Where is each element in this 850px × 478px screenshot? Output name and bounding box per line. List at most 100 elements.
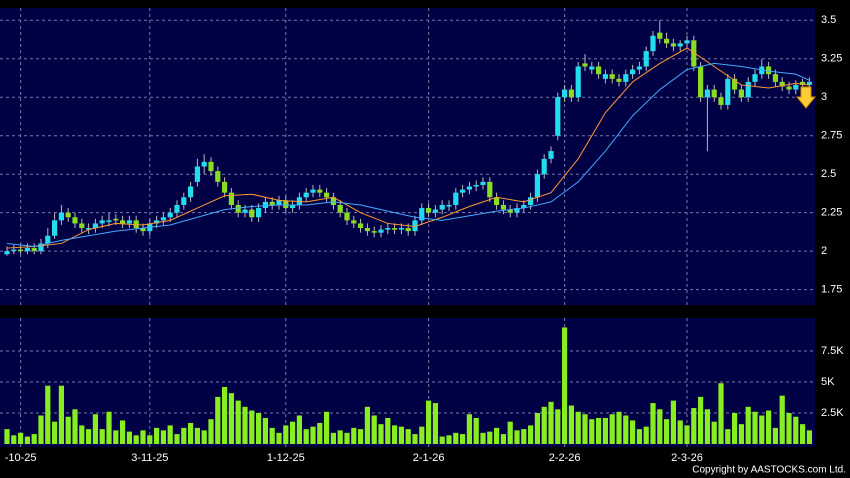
- candle-body: [99, 220, 105, 224]
- candle-body: [548, 151, 554, 159]
- last-price-arrow: [795, 86, 817, 109]
- candle-body: [630, 69, 636, 75]
- volume-bar: [494, 427, 500, 444]
- volume-bar: [466, 414, 472, 444]
- candle-body: [745, 81, 751, 98]
- volume-bar: [256, 413, 262, 444]
- moving-average-line: [6, 62, 810, 248]
- candle-body: [249, 209, 255, 218]
- volume-bar: [92, 414, 98, 444]
- volume-bar: [160, 430, 166, 444]
- candle-body: [528, 197, 534, 205]
- volume-bar: [106, 411, 112, 444]
- candle-body: [562, 89, 568, 98]
- volume-bar: [262, 417, 268, 444]
- candle-body: [242, 209, 248, 213]
- grid: [0, 8, 815, 447]
- candle-body: [215, 171, 221, 182]
- candle-body: [677, 43, 683, 47]
- candle-body: [500, 204, 506, 210]
- volume-bar: [602, 417, 608, 444]
- candle-body: [426, 208, 432, 213]
- volume-bar: [58, 385, 64, 444]
- volume-bar: [704, 409, 710, 444]
- volume-bar: [453, 432, 459, 444]
- candles: [4, 20, 812, 256]
- volume-bar: [344, 432, 350, 444]
- volume-bar: [460, 434, 466, 444]
- candle-body: [453, 192, 459, 205]
- volume-bar: [222, 386, 228, 444]
- labels: 1.75 2 2.25 2.5 2.75 3 3.25 3.5 2.5K 5K 7.5K -10-25…: [5, 14, 845, 464]
- volume-bar: [385, 417, 391, 444]
- candle-body: [766, 66, 772, 75]
- volume-bar: [208, 419, 214, 444]
- volume-bar: [11, 435, 17, 444]
- candle-body: [18, 249, 24, 252]
- y-tick-label: 3.25: [821, 53, 842, 65]
- volume-bar: [235, 400, 241, 444]
- candle-body: [725, 78, 731, 105]
- candle-body: [317, 189, 323, 193]
- volume-bar: [623, 415, 629, 444]
- candle-body: [378, 229, 384, 233]
- price-panel: [0, 8, 815, 305]
- volume-bar: [698, 396, 704, 444]
- volume-bar: [358, 429, 364, 444]
- candle-body: [793, 84, 799, 90]
- volume-bar: [167, 425, 173, 444]
- volume-bar: [711, 421, 717, 444]
- volume-bar: [38, 415, 44, 444]
- candle-body: [330, 197, 336, 205]
- volume-bar: [745, 406, 751, 444]
- candle-body: [154, 220, 160, 224]
- candle-body: [534, 174, 540, 198]
- candle-body: [466, 186, 472, 190]
- volume-bar: [589, 419, 595, 444]
- volume-bar: [86, 429, 92, 444]
- candle-body: [555, 97, 561, 136]
- volume-bar: [52, 421, 58, 444]
- volume-bar: [405, 429, 411, 444]
- candle-body: [283, 200, 289, 209]
- candle-body: [657, 32, 663, 39]
- volume-bar: [643, 426, 649, 444]
- volume-bar: [303, 429, 309, 444]
- candle-body: [120, 220, 126, 224]
- candle-body: [167, 212, 173, 218]
- moving-averages: [6, 47, 810, 249]
- volume-bar: [24, 436, 30, 444]
- candle-body: [290, 204, 296, 209]
- volume-bar: [140, 430, 146, 444]
- volume-bar: [310, 426, 316, 444]
- volume-bar: [419, 426, 425, 444]
- volume-bar: [133, 435, 139, 444]
- volume-bar: [752, 411, 758, 444]
- candle-body: [113, 218, 119, 221]
- volume-bar: [541, 406, 547, 444]
- volume-bar: [636, 429, 642, 444]
- candle-body: [364, 228, 370, 232]
- volume-bar: [609, 414, 615, 444]
- candle-body: [398, 228, 404, 230]
- volume-bar: [283, 425, 289, 444]
- volume-bar: [317, 422, 323, 444]
- volume-bar: [630, 420, 636, 444]
- candle-body: [58, 212, 64, 221]
- volume-bar: [507, 421, 513, 444]
- volume-bar: [120, 420, 126, 444]
- candle-body: [582, 63, 588, 67]
- y-tick-label: 3.5: [821, 14, 836, 26]
- volume-bar: [562, 327, 568, 444]
- candle-body: [643, 51, 649, 67]
- candle-body: [337, 204, 343, 213]
- candle-body: [324, 192, 330, 198]
- candle-body: [446, 204, 452, 207]
- candle-body: [806, 81, 812, 85]
- y2-tick-label: 7.5K: [821, 345, 844, 357]
- y-tick-label: 1.75: [821, 284, 842, 296]
- candle-body: [86, 228, 92, 230]
- candle-body: [698, 66, 704, 98]
- candle-body: [609, 74, 615, 79]
- volume-bar: [181, 427, 187, 444]
